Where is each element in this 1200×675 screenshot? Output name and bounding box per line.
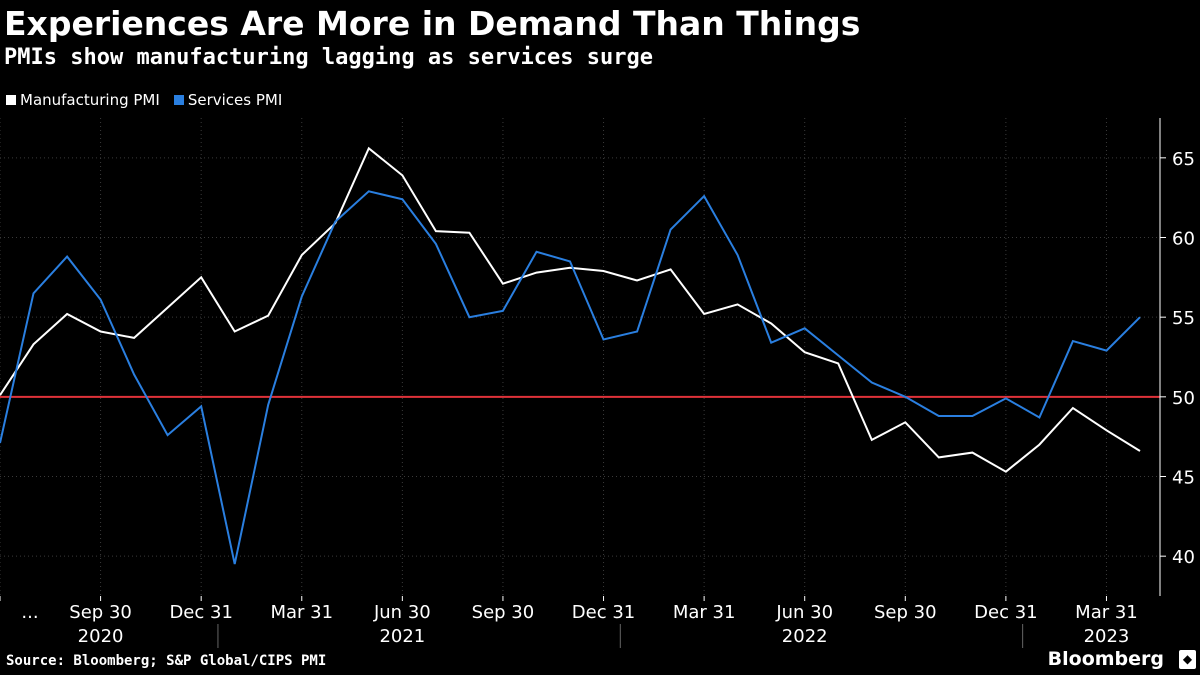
bloomberg-flag-icon: ◆ bbox=[1179, 650, 1196, 669]
y-tick-label: 55 bbox=[1172, 308, 1195, 329]
legend-label-manufacturing: Manufacturing PMI bbox=[20, 91, 160, 109]
x-tick-label: Dec 31 bbox=[572, 602, 635, 623]
x-tick-label: Dec 31 bbox=[169, 602, 232, 623]
x-year-label: 2021 bbox=[379, 626, 425, 647]
x-tick-label: Mar 31 bbox=[270, 602, 333, 623]
x-year-label: 2022 bbox=[782, 626, 828, 647]
y-tick-label: 65 bbox=[1172, 149, 1195, 170]
x-tick-label: Sep 30 bbox=[874, 602, 937, 623]
legend-label-services: Services PMI bbox=[187, 91, 283, 109]
services-series-line bbox=[0, 190, 1141, 565]
bloomberg-logo: Bloomberg bbox=[1047, 648, 1164, 670]
chart-title: Experiences Are More in Demand Than Thin… bbox=[4, 4, 861, 43]
x-tick-label: Jun 30 bbox=[775, 602, 833, 623]
x-tick-label: Jun 30 bbox=[373, 602, 431, 623]
legend: Manufacturing PMI Services PMI bbox=[6, 91, 296, 109]
manufacturing-swatch-icon bbox=[6, 95, 16, 105]
manufacturing-series-line bbox=[0, 146, 1141, 473]
y-tick-label: 50 bbox=[1172, 388, 1195, 409]
y-tick-label: 45 bbox=[1172, 468, 1195, 489]
x-tick-label: Sep 30 bbox=[472, 602, 535, 623]
y-tick-label: 60 bbox=[1172, 229, 1195, 250]
x-tick-label: Mar 31 bbox=[1075, 602, 1138, 623]
legend-item-manufacturing[interactable]: Manufacturing PMI bbox=[6, 91, 160, 109]
x-year-label: 2023 bbox=[1084, 626, 1130, 647]
source-note: Source: Bloomberg; S&P Global/CIPS PMI bbox=[6, 653, 327, 669]
x-year-label: 2020 bbox=[78, 626, 124, 647]
y-tick-label: 40 bbox=[1172, 547, 1195, 568]
x-tick-label: Mar 31 bbox=[673, 602, 736, 623]
x-tick-label: ... bbox=[21, 602, 38, 623]
services-swatch-icon bbox=[173, 95, 184, 105]
x-tick-label: Dec 31 bbox=[974, 602, 1037, 623]
chart-subtitle: PMIs show manufacturing lagging as servi… bbox=[4, 45, 654, 70]
legend-item-services[interactable]: Services PMI bbox=[173, 91, 283, 109]
x-tick-label: Sep 30 bbox=[69, 602, 132, 623]
